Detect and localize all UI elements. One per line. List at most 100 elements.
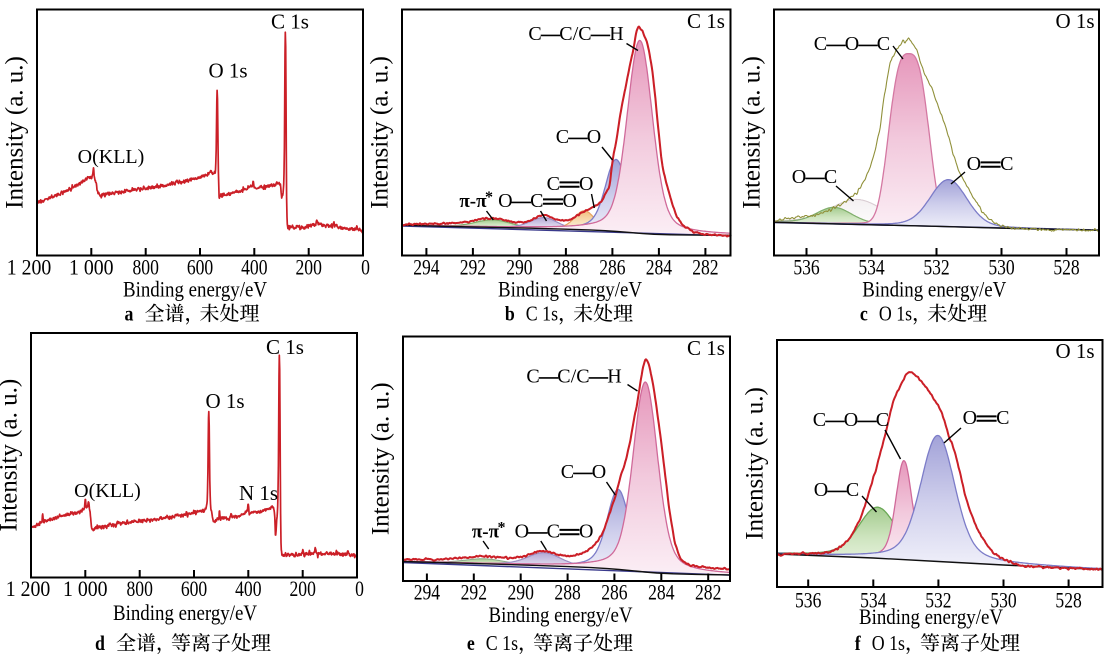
svg-text:O: O: [579, 173, 593, 195]
svg-text:O(KLL): O(KLL): [74, 480, 141, 502]
svg-text:C: C: [824, 166, 837, 188]
svg-text:Binding energy/eV: Binding energy/eV: [859, 606, 1003, 630]
svg-text:C 1s: C 1s: [687, 9, 725, 33]
svg-text:294: 294: [414, 581, 440, 605]
svg-text:/: /: [573, 23, 579, 45]
svg-text:288: 288: [554, 581, 580, 605]
svg-text:530: 530: [988, 256, 1014, 280]
svg-text:536: 536: [793, 256, 819, 280]
svg-text:C: C: [547, 521, 560, 543]
svg-text:O: O: [844, 409, 858, 431]
svg-text:C: C: [578, 23, 591, 45]
svg-text:534: 534: [858, 256, 884, 280]
svg-text:0: 0: [361, 256, 370, 280]
svg-text:O 1s: O 1s: [1055, 339, 1094, 363]
svg-text:290: 290: [508, 581, 534, 605]
svg-text:/: /: [571, 366, 577, 388]
svg-text:C: C: [561, 461, 574, 483]
svg-text:290: 290: [506, 256, 532, 280]
svg-text:O(KLL): O(KLL): [78, 146, 145, 168]
svg-text:N 1s: N 1s: [239, 481, 278, 505]
svg-text:e: e: [467, 633, 475, 656]
svg-text:*: *: [498, 520, 506, 537]
svg-text:292: 292: [461, 581, 487, 605]
svg-text:C 1s: C 1s: [526, 303, 558, 326]
svg-text:528: 528: [1055, 589, 1081, 613]
svg-text:C: C: [547, 173, 560, 195]
svg-text:Binding energy/eV: Binding energy/eV: [488, 604, 632, 628]
svg-text:O 1s: O 1s: [208, 59, 247, 83]
svg-text:1 200: 1 200: [6, 576, 51, 601]
svg-text:O 1s: O 1s: [872, 633, 905, 656]
svg-text:a: a: [125, 303, 134, 326]
svg-text:*: *: [485, 189, 493, 206]
svg-text:530: 530: [990, 589, 1016, 613]
svg-text:C 1s: C 1s: [687, 336, 725, 360]
svg-text:600: 600: [181, 577, 207, 601]
svg-text:b: b: [505, 303, 515, 326]
svg-text:400: 400: [241, 256, 267, 280]
svg-text:π-π: π-π: [472, 522, 500, 543]
svg-text:C 1s: C 1s: [266, 335, 304, 359]
svg-text:1 000: 1 000: [63, 576, 108, 601]
svg-text:C: C: [813, 409, 826, 431]
svg-text:O: O: [814, 479, 828, 501]
svg-text:C: C: [1000, 153, 1013, 175]
svg-text:O 1s: O 1s: [879, 303, 912, 326]
svg-text:1 000: 1 000: [69, 255, 114, 280]
svg-text:Binding energy/eV: Binding energy/eV: [498, 278, 642, 302]
svg-text:O: O: [498, 190, 512, 212]
svg-text:C: C: [846, 479, 859, 501]
svg-text:C: C: [557, 366, 570, 388]
svg-text:C 1s: C 1s: [271, 10, 309, 34]
svg-text:d: d: [95, 633, 105, 656]
svg-text:284: 284: [648, 581, 674, 605]
svg-text:532: 532: [925, 589, 951, 613]
svg-text:C: C: [576, 366, 589, 388]
svg-text:f: f: [855, 633, 861, 656]
svg-text:284: 284: [646, 256, 672, 280]
svg-text:Binding energy/eV: Binding energy/eV: [123, 278, 267, 302]
svg-text:292: 292: [460, 256, 486, 280]
svg-text:C: C: [528, 23, 541, 45]
svg-text:C 1s: C 1s: [486, 633, 518, 656]
svg-text:Binding energy/eV: Binding energy/eV: [113, 602, 257, 626]
svg-text:286: 286: [601, 581, 627, 605]
svg-text:288: 288: [553, 256, 579, 280]
svg-text:Intensity (a. u.): Intensity (a. u.): [0, 379, 23, 532]
svg-text:800: 800: [133, 256, 159, 280]
svg-text:c: c: [860, 303, 868, 326]
svg-text:Intensity (a. u.): Intensity (a. u.): [367, 56, 394, 209]
svg-text:O: O: [587, 126, 601, 148]
svg-text:C: C: [876, 409, 889, 431]
svg-text:O: O: [792, 166, 806, 188]
svg-text:O: O: [515, 521, 529, 543]
svg-text:C: C: [556, 126, 569, 148]
svg-text:200: 200: [296, 256, 322, 280]
svg-text:O 1s: O 1s: [205, 389, 244, 413]
svg-text:0: 0: [355, 577, 364, 601]
svg-text:400: 400: [235, 577, 261, 601]
svg-text:Intensity (a. u.): Intensity (a. u.): [2, 56, 29, 209]
svg-text:C: C: [996, 407, 1009, 429]
svg-text:C: C: [526, 366, 539, 388]
svg-text:Binding energy/eV: Binding energy/eV: [862, 278, 1006, 302]
svg-text:286: 286: [599, 256, 625, 280]
svg-text:O: O: [592, 461, 606, 483]
svg-text:C: C: [814, 33, 827, 55]
svg-text:282: 282: [695, 581, 721, 605]
svg-text:C: C: [530, 190, 543, 212]
svg-text:1 200: 1 200: [7, 255, 52, 280]
svg-text:H: H: [609, 23, 623, 45]
svg-text:800: 800: [127, 577, 153, 601]
svg-text:Intensity (a. u.): Intensity (a. u.): [739, 56, 766, 209]
svg-text:C: C: [559, 23, 572, 45]
svg-text:294: 294: [413, 256, 439, 280]
svg-text:282: 282: [692, 256, 718, 280]
svg-text:200: 200: [290, 577, 316, 601]
svg-text:Intensity (a. u.): Intensity (a. u.): [368, 382, 395, 535]
svg-text:π-π: π-π: [459, 191, 487, 212]
svg-text:532: 532: [923, 256, 949, 280]
svg-text:Intensity (a. u.): Intensity (a. u.): [742, 387, 769, 540]
svg-text:528: 528: [1053, 256, 1079, 280]
